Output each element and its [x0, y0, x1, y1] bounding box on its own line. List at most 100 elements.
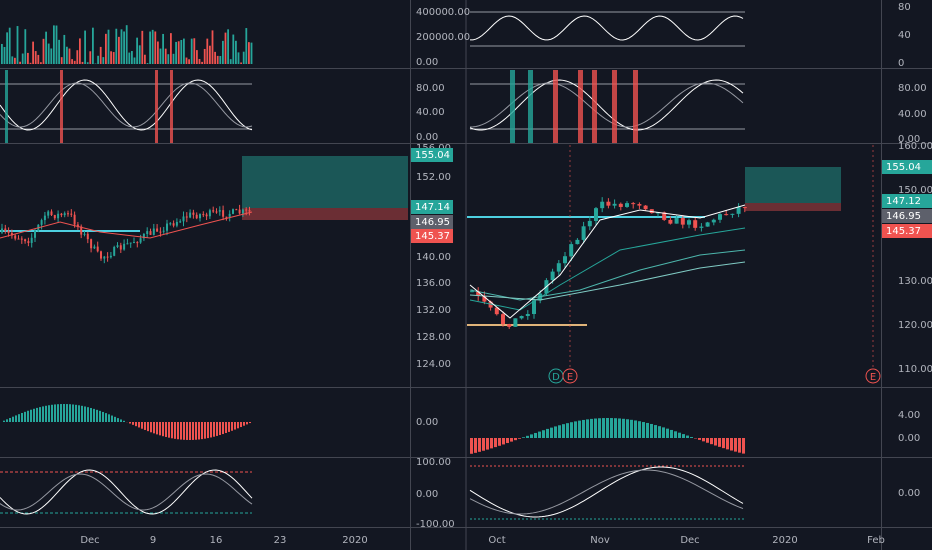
- macd-bar: [141, 422, 143, 429]
- volume-bar: [11, 56, 14, 64]
- signal-bar: [528, 70, 533, 143]
- volume-bar: [102, 57, 105, 64]
- date-label: 23: [274, 535, 287, 546]
- macd-bar: [210, 422, 212, 438]
- moving-average: [469, 227, 746, 311]
- candle: [175, 221, 178, 226]
- macd-bar: [638, 421, 641, 438]
- volume-bar: [89, 51, 92, 64]
- axis-label: 120.00: [898, 320, 932, 331]
- macd-bar: [120, 419, 122, 422]
- volume-bar: [37, 54, 40, 64]
- volume-bar: [175, 41, 177, 64]
- event-marker-label: D: [552, 372, 560, 383]
- candle: [139, 238, 142, 243]
- volume-bar: [58, 39, 60, 64]
- candle: [705, 222, 710, 227]
- axis-label: 80: [898, 2, 911, 13]
- volume-bar: [29, 62, 32, 64]
- volume-bar: [183, 38, 185, 64]
- volume-bar: [141, 30, 144, 64]
- target-zone: [745, 167, 841, 203]
- volume-bar: [190, 38, 193, 64]
- volume-bar: [248, 42, 250, 64]
- candle: [83, 233, 86, 235]
- candle: [119, 245, 122, 250]
- macd-bar: [494, 438, 497, 448]
- axis-label: 160.00: [898, 141, 932, 152]
- volume-bar: [149, 31, 151, 65]
- volume-bar: [227, 29, 229, 65]
- volume-bar: [27, 52, 29, 64]
- macd-bar: [105, 413, 107, 422]
- price-tag-label: 147.12: [886, 196, 921, 207]
- volume-bar: [151, 29, 154, 64]
- volume-bar: [34, 51, 37, 64]
- macd-bar: [174, 422, 176, 439]
- macd-bar: [510, 438, 513, 442]
- macd-bar: [51, 404, 53, 422]
- date-label: Feb: [867, 535, 885, 546]
- candle: [53, 215, 56, 219]
- volume-bar: [66, 46, 68, 64]
- candle: [100, 251, 102, 259]
- macd-bar: [201, 422, 203, 440]
- candle: [711, 219, 716, 223]
- volume-bar: [159, 48, 162, 64]
- candle: [476, 291, 481, 297]
- candle: [724, 214, 729, 216]
- axis-label: 130.00: [898, 276, 932, 287]
- volume-bar: [209, 45, 211, 64]
- candle: [215, 211, 218, 213]
- macd-bar: [678, 432, 681, 438]
- macd-bar: [570, 422, 573, 438]
- macd-bar: [558, 425, 561, 438]
- volume-bar: [164, 48, 167, 64]
- macd-bar: [48, 405, 50, 422]
- candle: [20, 238, 23, 240]
- signal-bar: [155, 70, 158, 143]
- candle: [232, 209, 234, 214]
- candle: [208, 210, 211, 217]
- axis-label: -100.00: [416, 519, 455, 530]
- macd-bar: [682, 434, 685, 438]
- macd-bar: [84, 406, 86, 422]
- candle: [501, 314, 505, 325]
- macd-bar: [598, 418, 601, 438]
- volume-bar: [32, 41, 34, 64]
- candle: [693, 220, 698, 228]
- candle: [146, 231, 149, 234]
- volume-bar: [118, 36, 120, 64]
- macd-bar: [129, 422, 131, 424]
- macd-bar: [642, 422, 645, 438]
- volume-bar: [250, 42, 253, 64]
- volume-bar: [42, 38, 45, 64]
- candle: [162, 230, 165, 232]
- candle: [699, 226, 704, 228]
- candle: [606, 201, 611, 206]
- signal-bar: [60, 70, 63, 143]
- candle: [47, 211, 50, 216]
- candle: [482, 296, 487, 302]
- macd-bar: [674, 431, 677, 438]
- macd-bar: [734, 438, 737, 452]
- macd-bar: [634, 420, 637, 438]
- volume-bar: [24, 29, 27, 64]
- macd-bar: [81, 405, 83, 422]
- volume-bar: [133, 57, 136, 64]
- price-tag: [882, 224, 932, 238]
- candle: [600, 201, 605, 209]
- volume-bar: [167, 54, 170, 64]
- macd-bar: [486, 438, 489, 450]
- signal-bar: [553, 70, 558, 143]
- candle: [532, 300, 536, 314]
- candle: [662, 212, 667, 220]
- date-label: 9: [150, 535, 156, 546]
- volume-bar: [76, 50, 79, 64]
- macd-bar: [654, 425, 657, 438]
- axis-label: 80.00: [898, 83, 927, 94]
- candle: [228, 213, 231, 217]
- volume-bar: [45, 31, 47, 64]
- volume-bar: [6, 32, 8, 64]
